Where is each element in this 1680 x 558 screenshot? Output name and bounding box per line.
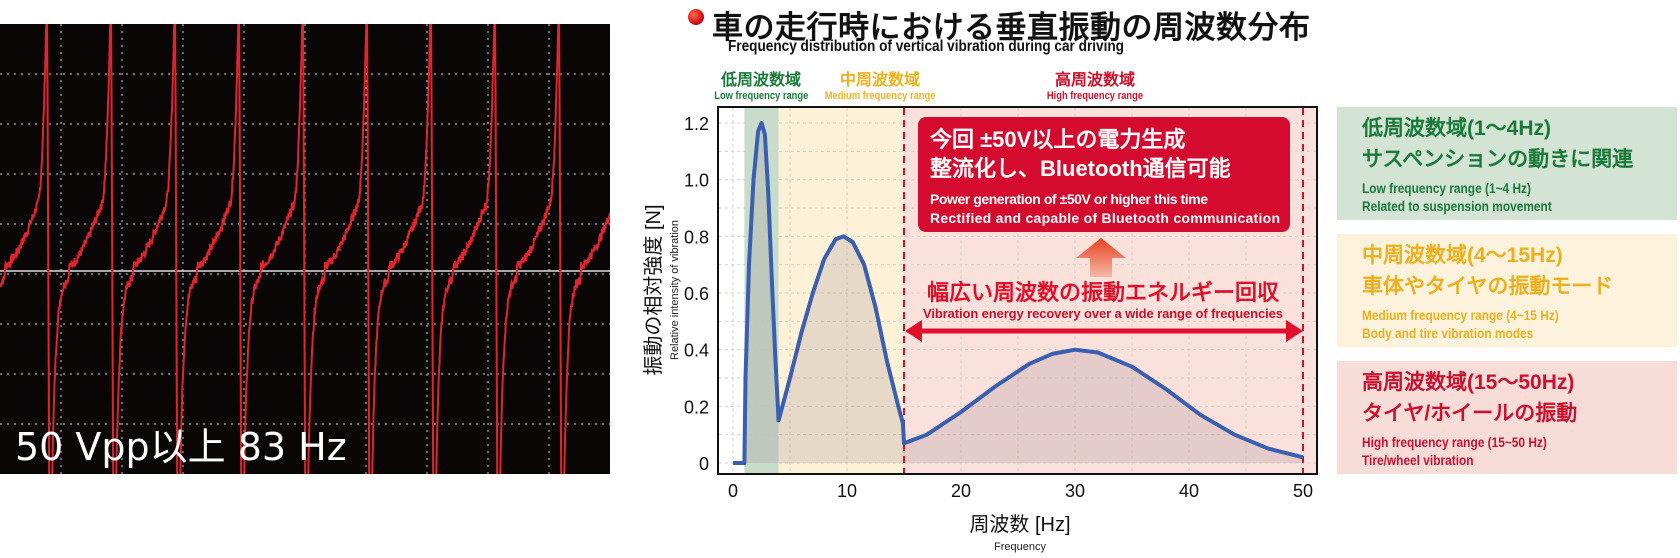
- range-label-jp: 中周波数域: [839, 72, 920, 89]
- x-axis-label: 周波数 [Hz]: [969, 513, 1070, 536]
- osc-trace: [0, 24, 610, 474]
- legend-text-en: Related to suspension movement: [1362, 198, 1552, 214]
- range-label-en: High frequency range: [1046, 90, 1144, 102]
- legend-box-high: 高周波数域(15〜50Hz) タイヤ/ホイールの振動 High frequenc…: [1337, 361, 1677, 474]
- legend-text-en: Medium frequency range (4~15 Hz): [1362, 307, 1559, 323]
- bullet-dot-icon: [688, 9, 704, 25]
- y-tick-label: 1.0: [684, 171, 709, 191]
- legend-heading: 中周波数域(4〜15Hz): [1362, 244, 1563, 267]
- callout-line1: 今回 ±50V以上の電力生成: [930, 127, 1185, 152]
- legend-box-low: 低周波数域(1〜4Hz) サスペンションの動きに関連 Low frequency…: [1337, 107, 1677, 220]
- double-arrow-icon: [905, 320, 1303, 342]
- band-medium: [778, 108, 904, 473]
- plot-frame: [717, 106, 1318, 475]
- chart-subtitle: Frequency distribution of vertical vibra…: [728, 38, 1124, 55]
- oscilloscope-capture: 50 Vpp以上 83 Hz: [0, 24, 610, 474]
- x-tick-label: 30: [1065, 481, 1085, 501]
- y-axis-label-en: Relative intensity of vibration: [669, 220, 681, 360]
- legend-heading: サスペンションの動きに関連: [1362, 148, 1634, 171]
- x-tick-label: 0: [728, 481, 738, 501]
- legend-heading: タイヤ/ホイールの振動: [1362, 402, 1578, 425]
- legend-heading: 車体やタイヤの振動モード: [1362, 275, 1614, 298]
- up-arrow-icon: [1076, 238, 1126, 277]
- curve-area-fill: [733, 123, 1303, 463]
- legend-box-medium: 中周波数域(4〜15Hz) 車体やタイヤの振動モード Medium freque…: [1337, 234, 1677, 347]
- x-tick-label: 10: [837, 481, 857, 501]
- range-label-low: 低周波数域 Low frequency range: [706, 66, 816, 102]
- legend-heading: 高周波数域(15〜50Hz): [1362, 371, 1575, 394]
- recovery-label-en: Vibration energy recovery over a wide ra…: [923, 306, 1283, 321]
- oscilloscope-label: 50 Vpp以上 83 Hz: [15, 425, 347, 469]
- legend-text-en: Low frequency range (1~4 Hz): [1362, 180, 1531, 196]
- series-line: [733, 121, 1304, 465]
- y-tick-label: 0.6: [684, 284, 709, 304]
- y-tick-label: 0.8: [684, 227, 709, 247]
- y-tick-label: 1.2: [684, 114, 709, 134]
- legend-text-en: Body and tire vibration modes: [1362, 325, 1534, 341]
- range-label-en: Low frequency range: [714, 90, 809, 102]
- legend-heading: 低周波数域(1〜4Hz): [1362, 117, 1552, 140]
- y-axis-label: 振動の相対強度 [N]: [642, 204, 665, 375]
- recovery-label: 幅広い周波数の振動エネルギー回収: [927, 280, 1280, 305]
- range-label-medium: 中周波数域 Medium frequency range: [815, 66, 945, 102]
- x-tick-label: 40: [1179, 481, 1199, 501]
- x-tick-label: 50: [1293, 481, 1313, 501]
- callout-en2: Rectified and capable of Bluetooth commu…: [930, 210, 1280, 226]
- x-tick-label: 20: [951, 481, 971, 501]
- oscilloscope-waveform: [0, 24, 610, 474]
- legend-text-en: High frequency range (15~50 Hz): [1362, 434, 1547, 450]
- callout-en1: Power generation of ±50V or higher this …: [930, 191, 1208, 207]
- range-label-en: Medium frequency range: [824, 90, 936, 102]
- callout-line2: 整流化し、Bluetooth通信可能: [930, 156, 1231, 181]
- range-label-high: 高周波数域 High frequency range: [1030, 66, 1160, 102]
- callout-box: [918, 117, 1290, 232]
- x-axis-label-en: Frequency: [994, 541, 1046, 553]
- y-tick-label: 0.2: [684, 397, 709, 417]
- y-tick-label: 0: [699, 454, 709, 474]
- legend-text-en: Tire/wheel vibration: [1362, 452, 1474, 468]
- range-label-jp: 高周波数域: [1054, 72, 1135, 89]
- chart-title: 車の走行時における垂直振動の周波数分布: [712, 10, 1311, 45]
- frequency-chart: 今回 ±50V以上の電力生成 整流化し、Bluetooth通信可能 Power …: [642, 106, 1318, 553]
- y-tick-label: 0.4: [684, 341, 709, 361]
- range-label-jp: 低周波数域: [720, 72, 801, 89]
